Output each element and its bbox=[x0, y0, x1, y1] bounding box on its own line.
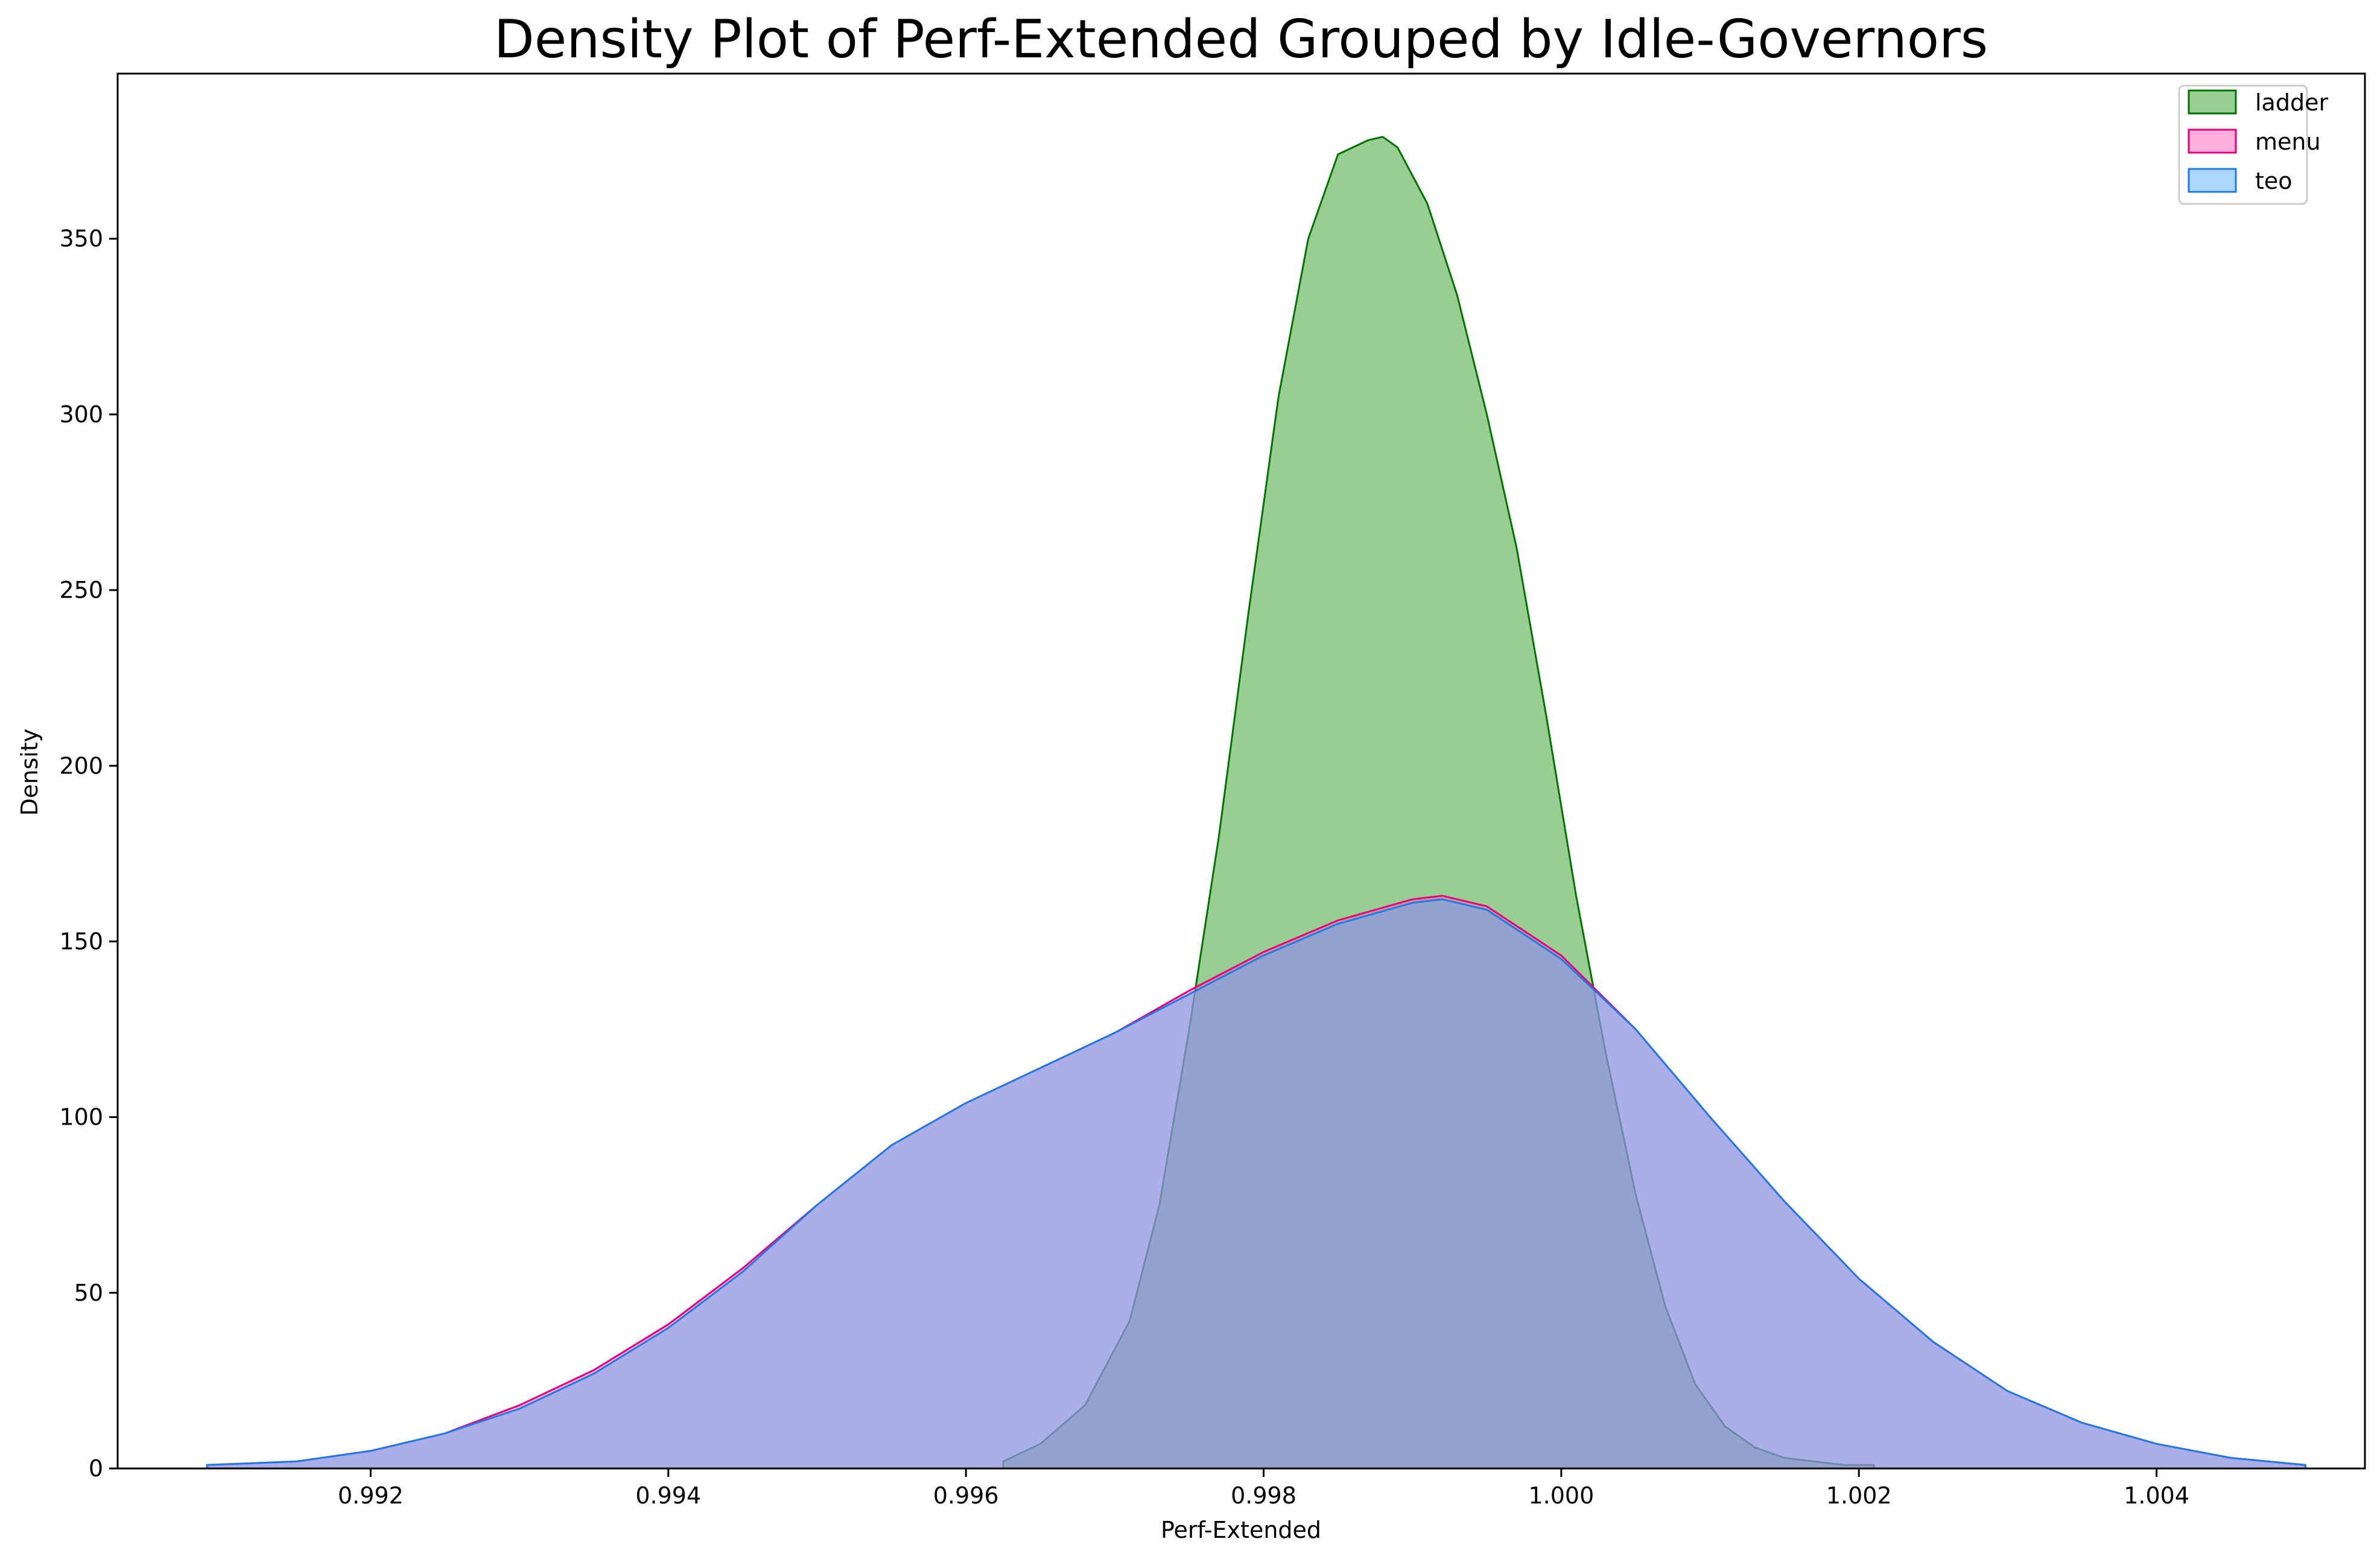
y-axis-ticks: 0 50 100 150 200 250 300 350 bbox=[59, 226, 118, 1482]
x-tick-label: 1.000 bbox=[1528, 1482, 1594, 1509]
y-tick-label: 100 bbox=[59, 1104, 103, 1131]
legend: ladder menu teo bbox=[2178, 84, 2328, 205]
y-tick-label: 250 bbox=[59, 577, 103, 603]
legend-label-ladder: ladder bbox=[2255, 89, 2328, 116]
x-tick-label: 1.002 bbox=[1826, 1482, 1892, 1509]
legend-items: ladder menu teo bbox=[2188, 89, 2328, 194]
x-axis-label: Perf-Extended bbox=[1161, 1517, 1321, 1543]
y-axis-label: Density bbox=[16, 729, 43, 816]
legend-swatch-ladder bbox=[2188, 89, 2237, 115]
y-tick-label: 350 bbox=[59, 226, 103, 252]
series-layer bbox=[206, 136, 2306, 1470]
legend-swatch-menu bbox=[2188, 129, 2237, 154]
legend-label-menu: menu bbox=[2255, 129, 2321, 155]
x-tick-label: 0.992 bbox=[338, 1482, 404, 1509]
x-tick-label: 0.996 bbox=[933, 1482, 999, 1509]
y-tick-label: 200 bbox=[59, 752, 103, 779]
x-tick-label: 1.004 bbox=[2124, 1482, 2189, 1509]
y-tick-label: 150 bbox=[59, 928, 103, 954]
x-axis-ticks: 0.992 0.994 0.996 0.998 1.000 1.002 1.004 bbox=[338, 1468, 2189, 1509]
x-tick-label: 0.994 bbox=[635, 1482, 701, 1509]
y-tick-label: 300 bbox=[59, 401, 103, 428]
plot-frame bbox=[116, 72, 2366, 1470]
legend-label-teo: teo bbox=[2255, 168, 2293, 194]
chart-title: Density Plot of Perf-Extended Grouped by… bbox=[494, 8, 1988, 70]
legend-swatch-teo bbox=[2188, 168, 2237, 193]
series-area-teo bbox=[206, 898, 2306, 1470]
y-tick-label: 50 bbox=[74, 1280, 103, 1306]
x-tick-label: 0.998 bbox=[1231, 1482, 1296, 1509]
y-tick-label: 0 bbox=[89, 1455, 103, 1482]
